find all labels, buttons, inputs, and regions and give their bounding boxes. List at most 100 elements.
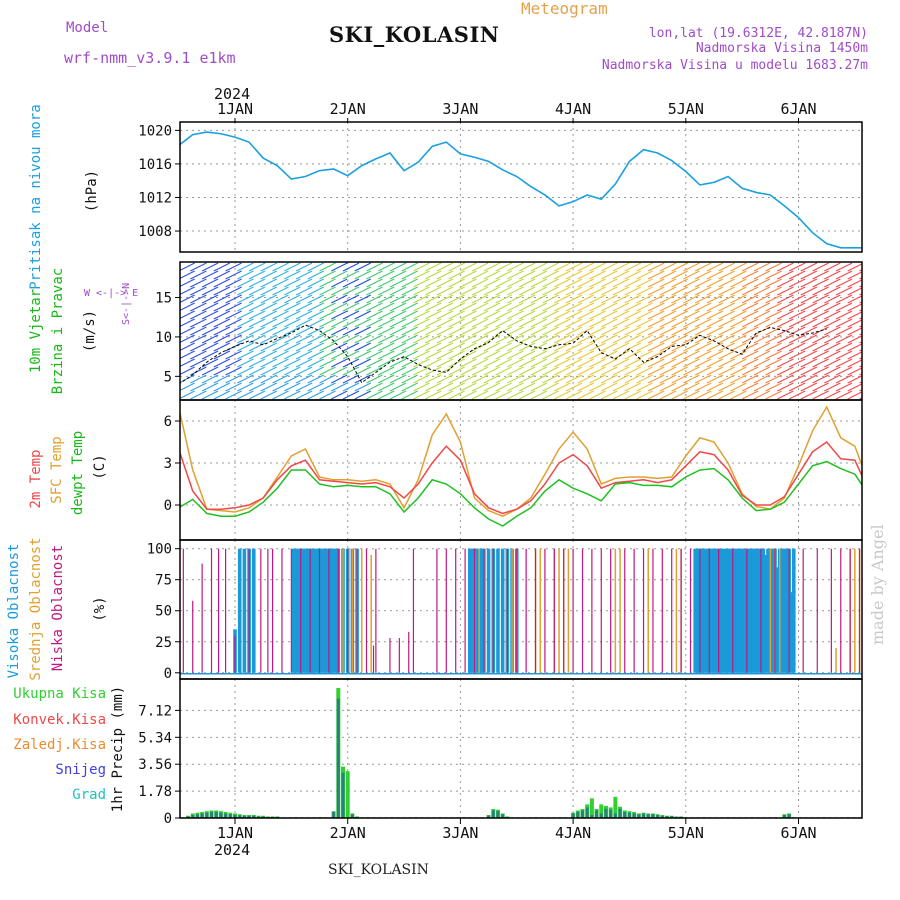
wind-barb bbox=[518, 270, 536, 280]
wind-barb bbox=[354, 382, 371, 392]
wind-barb bbox=[788, 350, 806, 360]
wind-barb bbox=[694, 302, 712, 312]
wind-barb bbox=[377, 374, 395, 384]
pressure-ylabel: Pritisak na nivou mora bbox=[28, 104, 44, 289]
wind-barb bbox=[213, 342, 231, 352]
wind-barb bbox=[601, 350, 618, 360]
wind-barb bbox=[706, 294, 724, 304]
wind-barb bbox=[624, 262, 642, 272]
x-date-label-top: 3JAN bbox=[442, 100, 478, 118]
wind-barb bbox=[460, 270, 477, 280]
wind-barb bbox=[577, 382, 595, 392]
wind-barb bbox=[824, 286, 841, 296]
wind-barb bbox=[225, 334, 242, 344]
wind-barb bbox=[671, 334, 688, 344]
wind-barb bbox=[542, 350, 559, 360]
wind-barb bbox=[777, 358, 794, 368]
wind-barb bbox=[319, 366, 336, 376]
wind-barb bbox=[436, 286, 454, 296]
wind-barb bbox=[180, 278, 195, 287]
wind-barb bbox=[671, 302, 688, 312]
wind-barb bbox=[190, 342, 207, 352]
wind-barb bbox=[389, 358, 407, 368]
high-cloud-bar bbox=[721, 548, 726, 673]
wind-barb bbox=[248, 326, 266, 336]
wind-barb bbox=[883, 319, 899, 327]
wind-barb bbox=[683, 334, 700, 344]
wind-barb bbox=[601, 302, 618, 312]
wind-barb bbox=[518, 294, 536, 304]
wind-unit: (m/s) bbox=[82, 310, 98, 352]
wind-barb bbox=[342, 286, 360, 296]
wind-barb bbox=[835, 318, 853, 328]
high-cloud-bar bbox=[291, 548, 296, 673]
model-elevation-label: Nadmorska Visina u modelu 1683.27m bbox=[601, 58, 868, 73]
wind-barb bbox=[730, 374, 747, 384]
wind-barb bbox=[389, 278, 407, 288]
wind-barb bbox=[307, 326, 325, 336]
wind-barb bbox=[659, 262, 677, 272]
wind-barb bbox=[812, 286, 829, 296]
wind-barb bbox=[554, 302, 571, 312]
wind-barb bbox=[659, 358, 677, 368]
high-cloud-bar bbox=[693, 548, 697, 673]
wind-barb bbox=[683, 374, 700, 384]
wind-barb bbox=[565, 262, 583, 272]
wind-barb bbox=[272, 350, 289, 360]
wind-barb bbox=[871, 375, 887, 383]
wind-barb bbox=[331, 326, 348, 336]
wind-barb bbox=[448, 262, 465, 272]
high-cloud-bar bbox=[752, 548, 756, 673]
precip-bars bbox=[180, 688, 862, 818]
wind-barb bbox=[413, 302, 430, 312]
wind-barb bbox=[612, 270, 630, 280]
wind-barb bbox=[436, 278, 454, 288]
high-cloud-bar bbox=[320, 548, 324, 673]
wind-barb bbox=[331, 310, 348, 320]
wind-barb bbox=[272, 310, 289, 320]
wind-barb bbox=[180, 334, 195, 343]
wind-barb bbox=[260, 382, 278, 392]
wind-barb bbox=[835, 342, 853, 352]
wind-barb bbox=[577, 390, 595, 400]
wind-barb bbox=[883, 351, 899, 359]
wind-barb bbox=[237, 318, 254, 328]
wind-barb bbox=[448, 310, 465, 320]
conv-precip-bar bbox=[787, 814, 791, 818]
wind-barb bbox=[835, 358, 853, 368]
wind-barb bbox=[180, 358, 195, 367]
wind-barb bbox=[706, 334, 724, 344]
temp-line-2 bbox=[180, 460, 862, 527]
wind-barb bbox=[718, 302, 735, 312]
precip-legend-item: Grad bbox=[72, 787, 106, 803]
high-cloud-bar bbox=[237, 548, 242, 673]
wind-barb bbox=[636, 302, 653, 312]
wind-barb bbox=[636, 334, 653, 344]
wind-barb bbox=[542, 374, 559, 384]
wind-barb bbox=[671, 278, 688, 288]
wind-barb bbox=[835, 382, 853, 392]
wind-barb bbox=[530, 270, 548, 280]
wind-barb bbox=[565, 382, 583, 392]
x-date-label-top: 5JAN bbox=[668, 100, 704, 118]
wind-barb bbox=[612, 294, 630, 304]
wind-barb bbox=[788, 358, 806, 368]
wind-barb bbox=[483, 374, 501, 384]
wind-barb bbox=[237, 382, 254, 392]
wind-barb bbox=[424, 358, 442, 368]
wind-barb bbox=[342, 278, 360, 288]
high-cloud-bar bbox=[470, 548, 474, 673]
wind-barb bbox=[237, 262, 254, 272]
wind-barb bbox=[577, 302, 595, 312]
high-cloud-bar bbox=[738, 548, 742, 673]
wind-barb bbox=[448, 270, 465, 280]
wind-barb bbox=[636, 326, 653, 336]
wind-barb bbox=[260, 318, 278, 328]
wind-barb bbox=[354, 270, 371, 280]
wind-barb bbox=[694, 366, 712, 376]
wind-barb bbox=[530, 390, 548, 400]
wind-barb bbox=[636, 270, 653, 280]
wind-barb bbox=[895, 375, 900, 383]
wind-barb bbox=[565, 326, 583, 336]
wind-barb bbox=[495, 334, 512, 344]
